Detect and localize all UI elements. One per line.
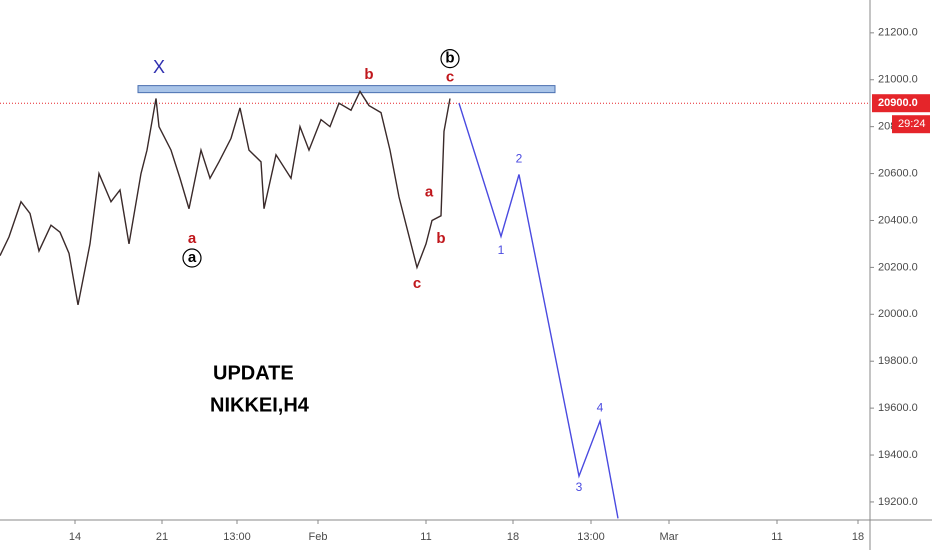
x-tick-label: Mar xyxy=(660,531,679,543)
y-tick-label: 21000.0 xyxy=(878,74,918,86)
title-line: UPDATE xyxy=(213,362,294,384)
countdown-tag xyxy=(892,115,930,134)
y-tick-label: 20000.0 xyxy=(878,308,918,320)
y-tick-label: 21200.0 xyxy=(878,27,918,39)
x-tick-label: 13:00 xyxy=(223,531,251,543)
y-tick-label: 19800.0 xyxy=(878,355,918,367)
annotation: 4 xyxy=(597,400,604,414)
x-tick-label: 18 xyxy=(507,531,519,543)
y-tick-label: 20200.0 xyxy=(878,261,918,273)
x-tick-label: 14 xyxy=(69,531,81,543)
y-tick-label: 19400.0 xyxy=(878,449,918,461)
y-tick-label: 19600.0 xyxy=(878,402,918,414)
annotation: 3 xyxy=(576,480,583,494)
annotation: 1 xyxy=(498,243,505,257)
annotation: c xyxy=(413,275,421,292)
annotation: b xyxy=(364,66,373,83)
annotation-circle xyxy=(182,248,202,268)
y-tick-label: 20600.0 xyxy=(878,167,918,179)
annotation: a xyxy=(188,249,197,266)
price-tag-label: 20900.0 xyxy=(878,97,918,109)
x-tick-label: 13:00 xyxy=(577,531,605,543)
title-line: NIKKEI,H4 xyxy=(210,394,310,416)
y-tick-label: 19200.0 xyxy=(878,496,918,508)
x-tick-label: Feb xyxy=(309,531,328,543)
annotation: a xyxy=(425,183,434,200)
series-line xyxy=(458,102,619,519)
annotation: a xyxy=(188,230,197,247)
price-tag xyxy=(872,94,930,113)
annotation-circle xyxy=(440,49,460,69)
countdown-label: 29:24 xyxy=(898,118,926,130)
x-tick-label: 11 xyxy=(420,531,431,543)
annotation: c xyxy=(446,68,454,85)
annotation: b xyxy=(436,230,445,247)
annotation: 2 xyxy=(516,152,523,166)
annotation: X xyxy=(153,57,165,77)
x-tick-label: 21 xyxy=(156,531,168,543)
annotation: b xyxy=(445,50,454,67)
series-line xyxy=(0,90,451,306)
resistance-zone xyxy=(137,85,556,94)
x-tick-label: 18 xyxy=(852,531,864,543)
x-tick-label: 11 xyxy=(771,531,782,543)
y-tick-label: 20400.0 xyxy=(878,214,918,226)
